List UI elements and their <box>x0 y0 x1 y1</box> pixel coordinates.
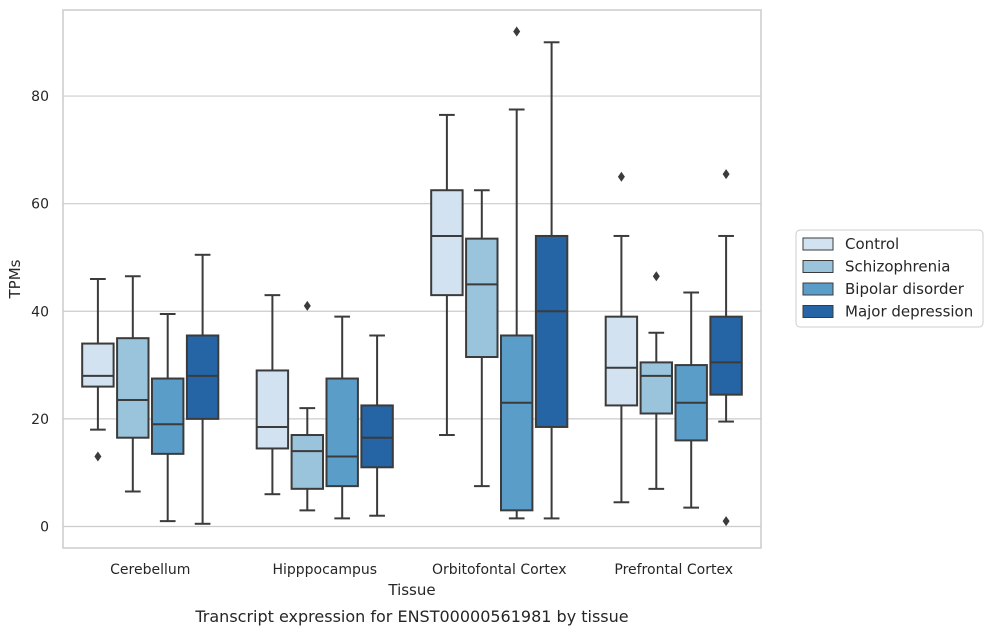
box-0-0 <box>81 278 115 462</box>
box-iqr <box>325 377 359 488</box>
outlier-0 <box>94 451 102 462</box>
y-tick-labels: 0 20 40 60 80 <box>31 89 49 535</box>
box-iqr <box>604 315 639 407</box>
outlier-0 <box>722 169 730 180</box>
box-iqr <box>499 334 534 512</box>
legend-label-2: Bipolar disorder <box>845 280 965 298</box>
x-tick-label-2: Orbitofontal Cortex <box>432 562 567 578</box>
box-iqr <box>430 189 464 297</box>
legend: Control Schizophrenia Bipolar disorder Majo… <box>795 229 984 328</box>
box-iqr <box>534 234 569 428</box>
box-1-2 <box>325 315 359 520</box>
box-3-1 <box>639 271 674 490</box>
legend-label-0: Control <box>845 235 899 253</box>
box-3-0 <box>604 171 639 504</box>
outlier-0 <box>513 26 521 37</box>
plot-area <box>62 9 762 549</box>
x-tick-labels: Cerebellum Hipppocampus Orbitofontal Corte… <box>110 562 733 578</box>
y-tick-label-40: 40 <box>31 304 49 320</box>
legend-swatch-2 <box>802 282 834 296</box>
box-2-2 <box>499 26 534 520</box>
box-iqr <box>116 337 150 439</box>
x-tick-label-1: Hipppocampus <box>272 562 377 578</box>
y-tick-label-80: 80 <box>31 89 49 105</box>
box-3-3 <box>709 169 743 527</box>
legend-label-3: Major depression <box>845 303 973 321</box>
outlier-0 <box>652 271 660 282</box>
x-tick-label-0: Cerebellum <box>110 562 190 578</box>
box-2-1 <box>465 189 499 488</box>
box-0-2 <box>150 312 185 523</box>
y-tick-label-20: 20 <box>31 412 49 428</box>
box-iqr <box>360 404 394 469</box>
legend-swatch-0 <box>802 237 834 251</box>
legend-swatch-1 <box>802 260 834 273</box>
box-iqr <box>709 315 743 396</box>
legend-frame <box>795 229 984 328</box>
box-0-3 <box>185 253 220 525</box>
y-axis-title: TPMs <box>6 259 24 299</box>
box-0-1 <box>116 275 150 493</box>
x-axis-title: Tissue <box>387 581 435 599</box>
box-plots <box>81 26 743 527</box>
y-tick-label-0: 0 <box>40 519 49 535</box>
outlier-1 <box>722 516 730 527</box>
box-iqr <box>465 237 499 359</box>
box-1-0 <box>255 294 290 496</box>
box-iqr <box>639 361 674 415</box>
y-tick-label-60: 60 <box>31 197 49 213</box>
x-tick-label-3: Prefrontal Cortex <box>614 562 733 578</box>
outlier-0 <box>303 300 311 311</box>
box-3-2 <box>674 291 708 509</box>
box-iqr <box>150 377 185 455</box>
box-iqr <box>255 369 290 450</box>
box-iqr <box>185 334 220 420</box>
box-2-3 <box>534 41 569 520</box>
chart-caption: Transcript expression for ENST0000056198… <box>194 607 628 626</box>
box-2-0 <box>430 113 464 437</box>
box-iqr <box>81 342 115 388</box>
box-iqr <box>290 434 325 490</box>
legend-swatch-3 <box>802 305 834 318</box>
legend-label-1: Schizophrenia <box>845 258 950 276</box>
box-1-3 <box>360 334 394 517</box>
outlier-0 <box>617 171 625 182</box>
box-1-1 <box>290 300 325 512</box>
